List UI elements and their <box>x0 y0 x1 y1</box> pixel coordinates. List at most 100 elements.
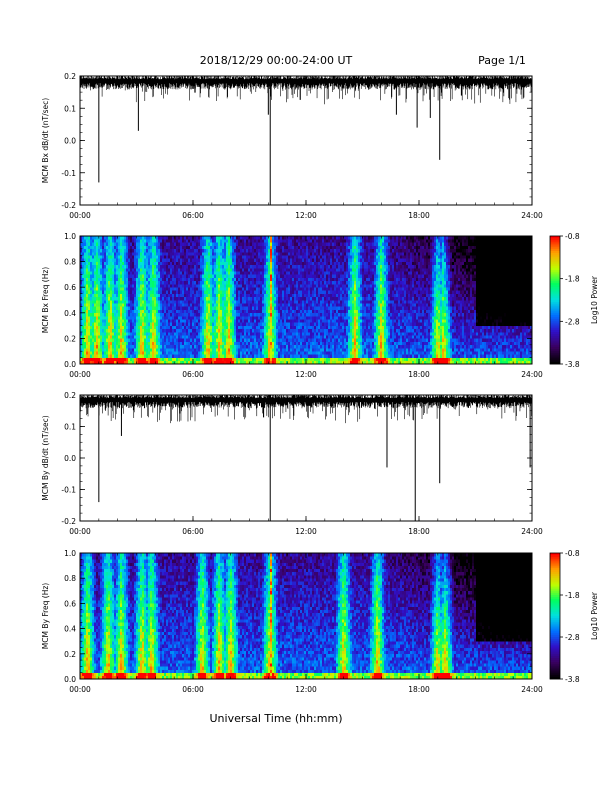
spectrogram-cell <box>156 261 159 266</box>
spectrogram-cell <box>144 300 147 304</box>
spectrogram-cell <box>196 357 199 362</box>
spectrogram-cell <box>216 351 219 355</box>
spectrogram-cell <box>152 322 155 326</box>
spectrogram-cell <box>184 354 187 358</box>
spectrogram-cell <box>274 303 277 307</box>
spectrogram-cell <box>322 357 325 362</box>
spectrogram-cell <box>184 322 187 326</box>
spectrogram-cell <box>138 357 141 362</box>
spectrogram-cell <box>312 258 315 262</box>
spectrogram-cell <box>206 348 209 352</box>
spectrogram-cell <box>318 245 321 250</box>
spectrogram-cell <box>100 328 103 333</box>
spectrogram-cell <box>106 338 109 342</box>
spectrogram-cell <box>138 303 141 307</box>
spectrogram-cell <box>260 239 263 243</box>
spectrogram-cell <box>164 306 167 310</box>
spectrogram-cell <box>292 316 295 320</box>
spectrogram-cell <box>136 248 139 253</box>
spectrogram-cell <box>254 255 257 259</box>
spectrogram-cell <box>182 236 185 240</box>
spectrogram-cell <box>180 290 183 294</box>
spectrogram-cell <box>312 290 315 294</box>
spectrogram-cell <box>130 309 133 314</box>
spectrogram-cell <box>118 277 121 282</box>
spectrogram-cell <box>220 319 223 323</box>
spectrogram-cell <box>180 236 183 240</box>
spectrogram-cell <box>222 306 225 310</box>
spectrogram-cell <box>160 351 163 355</box>
spectrogram-cell <box>252 248 255 253</box>
spectrogram-cell <box>146 264 149 269</box>
spectrogram-cell <box>262 271 265 275</box>
spectrogram-cell <box>264 312 267 317</box>
spectrogram-cell <box>270 290 273 294</box>
spectrogram-cell <box>302 309 305 314</box>
spectrogram-cell <box>158 261 161 266</box>
spectrogram-cell <box>302 332 305 336</box>
spectrogram-cell <box>84 348 87 352</box>
spectrogram-cell <box>152 296 155 301</box>
spectrogram-cell <box>304 284 307 288</box>
spectrogram-cell <box>220 258 223 262</box>
spectrogram-cell <box>180 274 183 278</box>
spectrogram-cell <box>270 239 273 243</box>
spectrogram-cell <box>168 357 171 362</box>
spectrogram-cell <box>310 252 313 256</box>
spectrogram-cell <box>116 284 119 288</box>
spectrogram-cell <box>206 264 209 269</box>
spectrogram-cell <box>120 300 123 304</box>
spectrogram-cell <box>84 290 87 294</box>
spectrogram-cell <box>248 312 251 317</box>
spectrogram-cell <box>320 245 323 250</box>
spectrogram-cell <box>120 348 123 352</box>
spectrogram-cell <box>236 287 239 291</box>
spectrogram-cell <box>292 248 295 253</box>
spectrogram-cell <box>160 335 163 339</box>
spectrogram-cell <box>162 239 165 243</box>
spectrogram-cell <box>214 322 217 326</box>
spectrogram-cell <box>162 255 165 259</box>
spectrogram-cell <box>220 303 223 307</box>
spectrogram-cell <box>108 312 111 317</box>
spectrogram-cell <box>192 319 195 323</box>
spectrogram-cell <box>142 351 145 355</box>
spectrogram-cell <box>258 252 261 256</box>
spectrogram-cell <box>228 354 231 358</box>
spectrogram-cell <box>240 338 243 342</box>
spectrogram-cell <box>270 268 273 272</box>
spectrogram-cell <box>208 348 211 352</box>
spectrogram-cell <box>308 351 311 355</box>
spectrogram-cell <box>224 245 227 250</box>
spectrogram-cell <box>114 239 117 243</box>
spectrogram-cell <box>274 277 277 282</box>
spectrogram-cell <box>108 319 111 323</box>
spectrogram-cell <box>232 351 235 355</box>
spectrogram-cell <box>266 316 269 320</box>
spectrogram-cell <box>104 354 107 358</box>
spectrogram-cell <box>214 360 217 365</box>
spectrogram-cell <box>136 245 139 250</box>
spectrogram-cell <box>264 360 267 365</box>
spectrogram-cell <box>118 344 121 349</box>
spectrogram-cell <box>322 306 325 310</box>
spectrogram-cell <box>316 258 319 262</box>
spectrogram-cell <box>276 236 279 240</box>
spectrogram-cell <box>176 255 179 259</box>
spectrogram-cell <box>254 348 257 352</box>
spectrogram-cell <box>178 268 181 272</box>
spectrogram-cell <box>160 325 163 330</box>
spectrogram-cell <box>208 290 211 294</box>
spectrogram-cell <box>284 274 287 278</box>
spectrogram-cell <box>264 245 267 250</box>
spectrogram-cell <box>198 351 201 355</box>
spectrogram-cell <box>128 264 131 269</box>
spectrogram-cell <box>208 312 211 317</box>
spectrogram-cell <box>254 309 257 314</box>
spectrogram-cell <box>136 274 139 278</box>
spectrogram-cell <box>156 268 159 272</box>
spectrogram-cell <box>212 287 215 291</box>
spectrogram-cell <box>144 335 147 339</box>
spectrogram-cell <box>306 277 309 282</box>
spectrogram-cell <box>294 239 297 243</box>
